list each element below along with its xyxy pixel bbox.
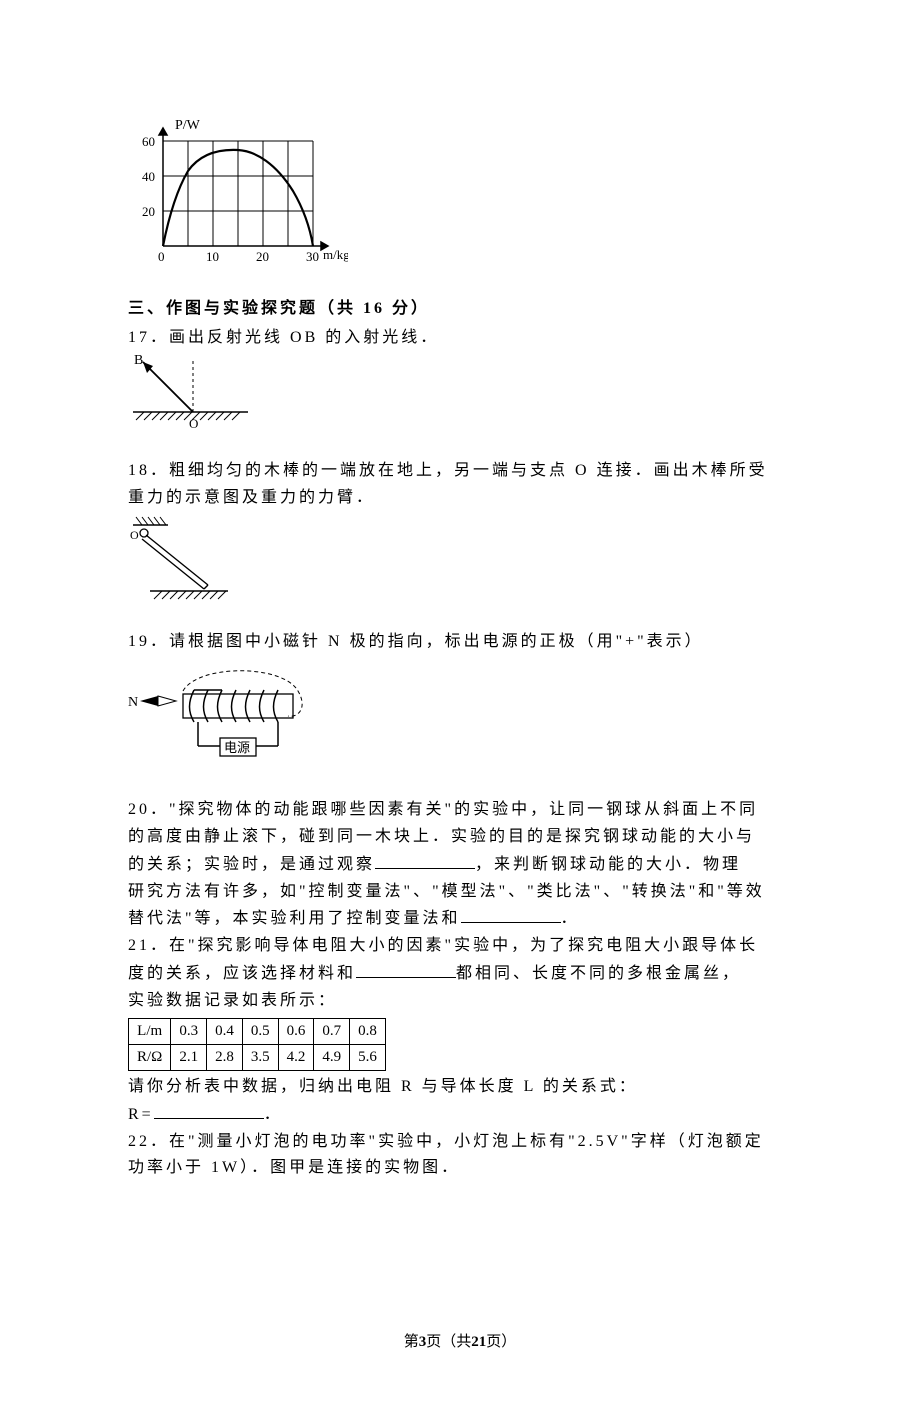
q19-text: 19．请根据图中小磁针 N 极的指向，标出电源的正极（用"+"表示） bbox=[128, 630, 792, 655]
q18-diagram: O bbox=[128, 513, 792, 612]
q17-number: 17． bbox=[128, 329, 169, 346]
q21-d: 请你分析表中数据，归纳出电阻 R 与导体长度 L 的关系式： bbox=[128, 1075, 792, 1100]
q21-table: L/m 0.3 0.4 0.5 0.6 0.7 0.8 R/Ω 2.1 2.8 … bbox=[128, 1018, 386, 1072]
q17-diagram: B O bbox=[128, 352, 792, 441]
q17-text: 17．画出反射光线 OB 的入射光线． bbox=[128, 326, 792, 351]
label-n: N bbox=[128, 695, 138, 710]
label-b: B bbox=[134, 353, 143, 368]
table-cell: 0.8 bbox=[350, 1018, 386, 1044]
q22-number: 22． bbox=[128, 1133, 169, 1150]
section-heading: 三、作图与实验探究题（共 16 分） bbox=[128, 297, 792, 322]
q22-a: 22．在"测量小灯泡的电功率"实验中，小灯泡上标有"2.5V"字样（灯泡额定 bbox=[128, 1130, 792, 1155]
label-o2: O bbox=[130, 528, 139, 542]
table-cell: 0.3 bbox=[171, 1018, 207, 1044]
table-cell: 0.7 bbox=[314, 1018, 350, 1044]
blank-q21-1 bbox=[356, 961, 456, 978]
q20-a: 20．"探究物体的动能跟哪些因素有关"的实验中，让同一钢球从斜面上不同 bbox=[128, 798, 792, 823]
page-footer: 第3页（共21页） bbox=[128, 1331, 792, 1354]
table-cell: 0.4 bbox=[207, 1018, 243, 1044]
table-cell: 4.2 bbox=[278, 1044, 314, 1070]
table-cell: 2.8 bbox=[207, 1044, 243, 1070]
q19-diagram: N bbox=[128, 656, 792, 780]
table-cell: 0.6 bbox=[278, 1018, 314, 1044]
q20-number: 20． bbox=[128, 801, 169, 818]
chart-xlabel: m/kg bbox=[323, 247, 348, 262]
svg-text:20: 20 bbox=[142, 204, 155, 219]
svg-text:10: 10 bbox=[206, 249, 219, 264]
table-cell: 4.9 bbox=[314, 1044, 350, 1070]
table-row: L/m 0.3 0.4 0.5 0.6 0.7 0.8 bbox=[129, 1018, 386, 1044]
chart-pw: P/W m/kg 60 40 20 0 10 20 30 bbox=[128, 116, 792, 275]
table-cell: 5.6 bbox=[350, 1044, 386, 1070]
q20-b: 的高度由静止滚下，碰到同一木块上．实验的目的是探究钢球动能的大小与 bbox=[128, 825, 792, 850]
blank-q21-2 bbox=[154, 1102, 264, 1119]
table-cell: L/m bbox=[129, 1018, 171, 1044]
q20-c: 的关系；实验时，是通过观察，来判断钢球动能的大小．物理 bbox=[128, 852, 792, 878]
q21-b: 度的关系，应该选择材料和都相同、长度不同的多根金属丝， bbox=[128, 961, 792, 987]
q19-number: 19． bbox=[128, 633, 169, 650]
q18-text-b: 重力的示意图及重力的力臂． bbox=[128, 486, 792, 511]
table-cell: 0.5 bbox=[242, 1018, 278, 1044]
q21-c: 实验数据记录如表所示： bbox=[128, 989, 792, 1014]
svg-text:30: 30 bbox=[306, 249, 319, 264]
q21-number: 21． bbox=[128, 937, 169, 954]
blank-q20-2 bbox=[461, 906, 561, 923]
page: P/W m/kg 60 40 20 0 10 20 30 三、作图与实验探究题（… bbox=[0, 0, 920, 1414]
q20-e: 替代法"等，本实验利用了控制变量法和． bbox=[128, 906, 792, 932]
svg-text:0: 0 bbox=[158, 249, 165, 264]
q20-d: 研究方法有许多，如"控制变量法"、"模型法"、"类比法"、"转换法"和"等效 bbox=[128, 880, 792, 905]
table-cell: 2.1 bbox=[171, 1044, 207, 1070]
chart-ylabel: P/W bbox=[175, 118, 201, 133]
svg-text:60: 60 bbox=[142, 134, 155, 149]
blank-q20-1 bbox=[375, 852, 475, 869]
table-cell: R/Ω bbox=[129, 1044, 171, 1070]
table-cell: 3.5 bbox=[242, 1044, 278, 1070]
q21-a: 21．在"探究影响导体电阻大小的因素"实验中，为了探究电阻大小跟导体长 bbox=[128, 934, 792, 959]
label-src: 电源 bbox=[224, 740, 250, 755]
q22-b: 功率小于 1W）．图甲是连接的实物图． bbox=[128, 1156, 792, 1181]
svg-text:20: 20 bbox=[256, 249, 269, 264]
q18-text-a: 18．粗细均匀的木棒的一端放在地上，另一端与支点 O 连接．画出木棒所受 bbox=[128, 459, 792, 484]
q18-number: 18． bbox=[128, 462, 169, 479]
q21-e: R=． bbox=[128, 1102, 792, 1128]
table-row: R/Ω 2.1 2.8 3.5 4.2 4.9 5.6 bbox=[129, 1044, 386, 1070]
label-o: O bbox=[189, 416, 198, 431]
svg-text:40: 40 bbox=[142, 169, 155, 184]
